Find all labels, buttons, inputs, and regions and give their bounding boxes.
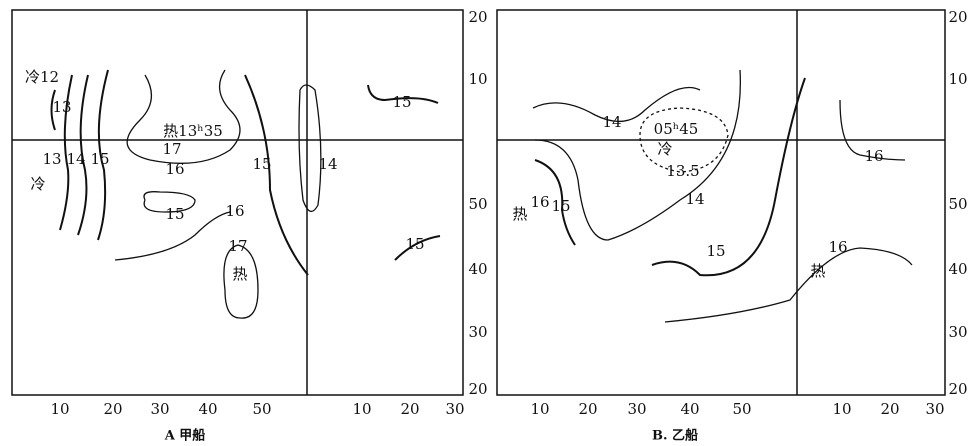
contour-label: 15 <box>90 150 109 168</box>
contour <box>77 74 89 236</box>
contour <box>839 99 906 161</box>
y-tick-label: 30 <box>948 323 967 341</box>
contour <box>97 69 109 241</box>
contour <box>534 159 576 246</box>
x-tick-label: 30 <box>925 400 944 418</box>
labels: 10 20 30 40 50 10 20 30 20 10 50 40 30 2… <box>25 8 968 444</box>
contour-label: 13.5 <box>666 162 699 180</box>
contour <box>59 74 73 231</box>
contour-label: 17 <box>228 237 247 255</box>
contour <box>223 244 259 319</box>
x-tick-label: 20 <box>400 400 419 418</box>
contour <box>534 69 742 241</box>
annotation: 冷 <box>30 175 45 193</box>
contour-label: 14 <box>66 150 85 168</box>
contour <box>244 74 309 276</box>
x-tick-label: 10 <box>352 400 371 418</box>
y-tick-label: 50 <box>948 195 967 213</box>
contour-label: 16 <box>165 160 184 178</box>
x-tick-label: 50 <box>732 400 751 418</box>
x-tick-label: 20 <box>578 400 597 418</box>
annotation: 热 <box>232 265 247 283</box>
contour-label: 14 <box>602 113 621 131</box>
contour-label: 15 <box>252 155 271 173</box>
contour <box>126 69 241 164</box>
x-tick-label: 50 <box>252 400 271 418</box>
x-tick-label: 10 <box>50 400 69 418</box>
frame <box>496 9 946 396</box>
panel-a <box>11 9 464 396</box>
y-tick-label: 50 <box>468 195 487 213</box>
contour <box>367 84 439 104</box>
contour-label: 16 <box>530 193 549 211</box>
annotation: 热 <box>512 205 527 223</box>
contour-label: 16 <box>225 202 244 220</box>
y-tick-label: 30 <box>468 323 487 341</box>
y-tick-label: 20 <box>468 380 487 398</box>
y-tick-label: 10 <box>948 70 967 88</box>
contour-label: 16 <box>864 147 883 165</box>
contour <box>664 247 913 323</box>
contour-label: 13 <box>42 150 61 168</box>
frame <box>11 9 464 396</box>
x-tick-label: 30 <box>150 400 169 418</box>
x-tick-label: 30 <box>445 400 464 418</box>
contour-label: 16 <box>828 238 847 256</box>
caption: B. 乙船 <box>652 428 698 444</box>
contour <box>143 191 196 213</box>
contour-label: 15 <box>165 205 184 223</box>
panel-b <box>496 9 946 396</box>
contour <box>298 84 322 212</box>
x-tick-label: 30 <box>627 400 646 418</box>
annotation: 热 <box>810 262 825 280</box>
x-tick-label: 20 <box>103 400 122 418</box>
contour-label: 17 <box>162 140 181 158</box>
x-tick-label: 20 <box>880 400 899 418</box>
y-tick-label: 20 <box>948 8 967 26</box>
contour-label: 15 <box>392 93 411 111</box>
annotation: 冷 <box>657 140 672 158</box>
y-tick-label: 10 <box>468 70 487 88</box>
x-tick-label: 40 <box>680 400 699 418</box>
annotation: 05ʰ45 <box>654 120 699 138</box>
y-tick-label: 20 <box>948 380 967 398</box>
contour <box>394 235 441 261</box>
contour <box>639 107 729 173</box>
caption: A 甲船 <box>164 428 206 444</box>
x-tick-label: 40 <box>198 400 217 418</box>
contour-label: 15 <box>551 197 570 215</box>
contour <box>532 86 701 122</box>
contour-label: 14 <box>318 155 337 173</box>
y-tick-label: 20 <box>468 8 487 26</box>
annotation: 热13ʰ35 <box>163 122 223 140</box>
contour-label: 15 <box>405 235 424 253</box>
y-tick-label: 40 <box>468 260 487 278</box>
contour <box>50 89 56 131</box>
y-tick-label: 40 <box>948 260 967 278</box>
contour <box>114 211 231 261</box>
contour-label: 15 <box>706 242 725 260</box>
x-tick-label: 10 <box>530 400 549 418</box>
x-tick-label: 10 <box>832 400 851 418</box>
contour-label: 13 <box>52 98 71 116</box>
contour-label: 冷12 <box>25 68 59 86</box>
contour-label: 14 <box>685 190 704 208</box>
contour <box>651 77 806 277</box>
